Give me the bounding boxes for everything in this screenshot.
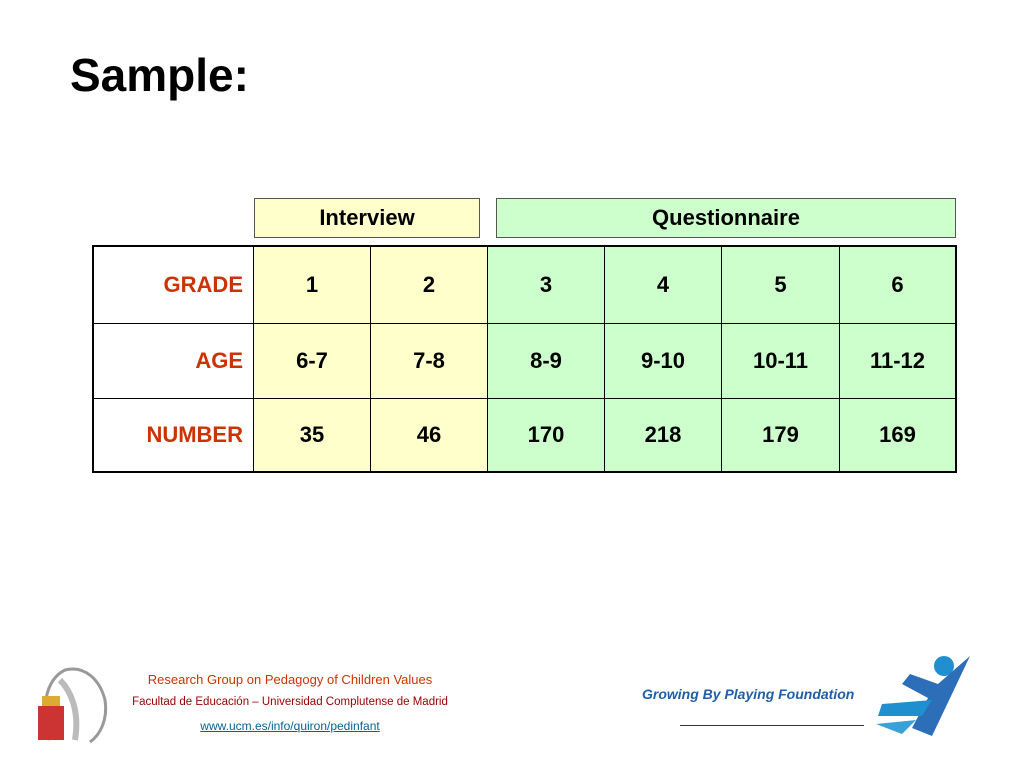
- table-cell: 9-10: [605, 324, 722, 399]
- table-cell: 169: [840, 399, 955, 471]
- row-label: GRADE: [94, 247, 254, 324]
- table-cell: 3: [488, 247, 605, 324]
- table-cell: 179: [722, 399, 840, 471]
- table-cell: 1: [254, 247, 371, 324]
- table-cell: 6: [840, 247, 955, 324]
- divider: [680, 725, 864, 726]
- table-cell: 6-7: [254, 324, 371, 399]
- table-cell: 10-11: [722, 324, 840, 399]
- table: GRADE 1 2 3 4 5 6 AGE 6-7 7-8 8-9 9-10 10-11 11-12 NUM…: [92, 245, 957, 473]
- university-logo: [38, 667, 108, 744]
- footer-faculty: Facultad de Educación – Universidad Comp…: [132, 696, 448, 708]
- table-cell: 170: [488, 399, 605, 471]
- table-cell: 4: [605, 247, 722, 324]
- group-header: Questionnaire: [496, 198, 956, 238]
- table-cell: 7-8: [371, 324, 488, 399]
- foundation-logo: [876, 656, 970, 736]
- slide-title: Sample:: [70, 49, 249, 101]
- row-label: AGE: [94, 324, 254, 399]
- table-cell: 35: [254, 399, 371, 471]
- table-cell: 218: [605, 399, 722, 471]
- footer-group: Research Group on Pedagogy of Children V…: [147, 672, 433, 687]
- foundation-name: Growing By Playing Foundation: [642, 686, 855, 702]
- table-cell: 11-12: [840, 324, 955, 399]
- footer-url[interactable]: www.ucm.es/info/quiron/pedinfant: [200, 719, 380, 733]
- group-header: Interview: [254, 198, 480, 238]
- table-cell: 2: [371, 247, 488, 324]
- table-cell: 46: [371, 399, 488, 471]
- table-cell: 8-9: [488, 324, 605, 399]
- table-cell: 5: [722, 247, 840, 324]
- row-label: NUMBER: [94, 399, 254, 471]
